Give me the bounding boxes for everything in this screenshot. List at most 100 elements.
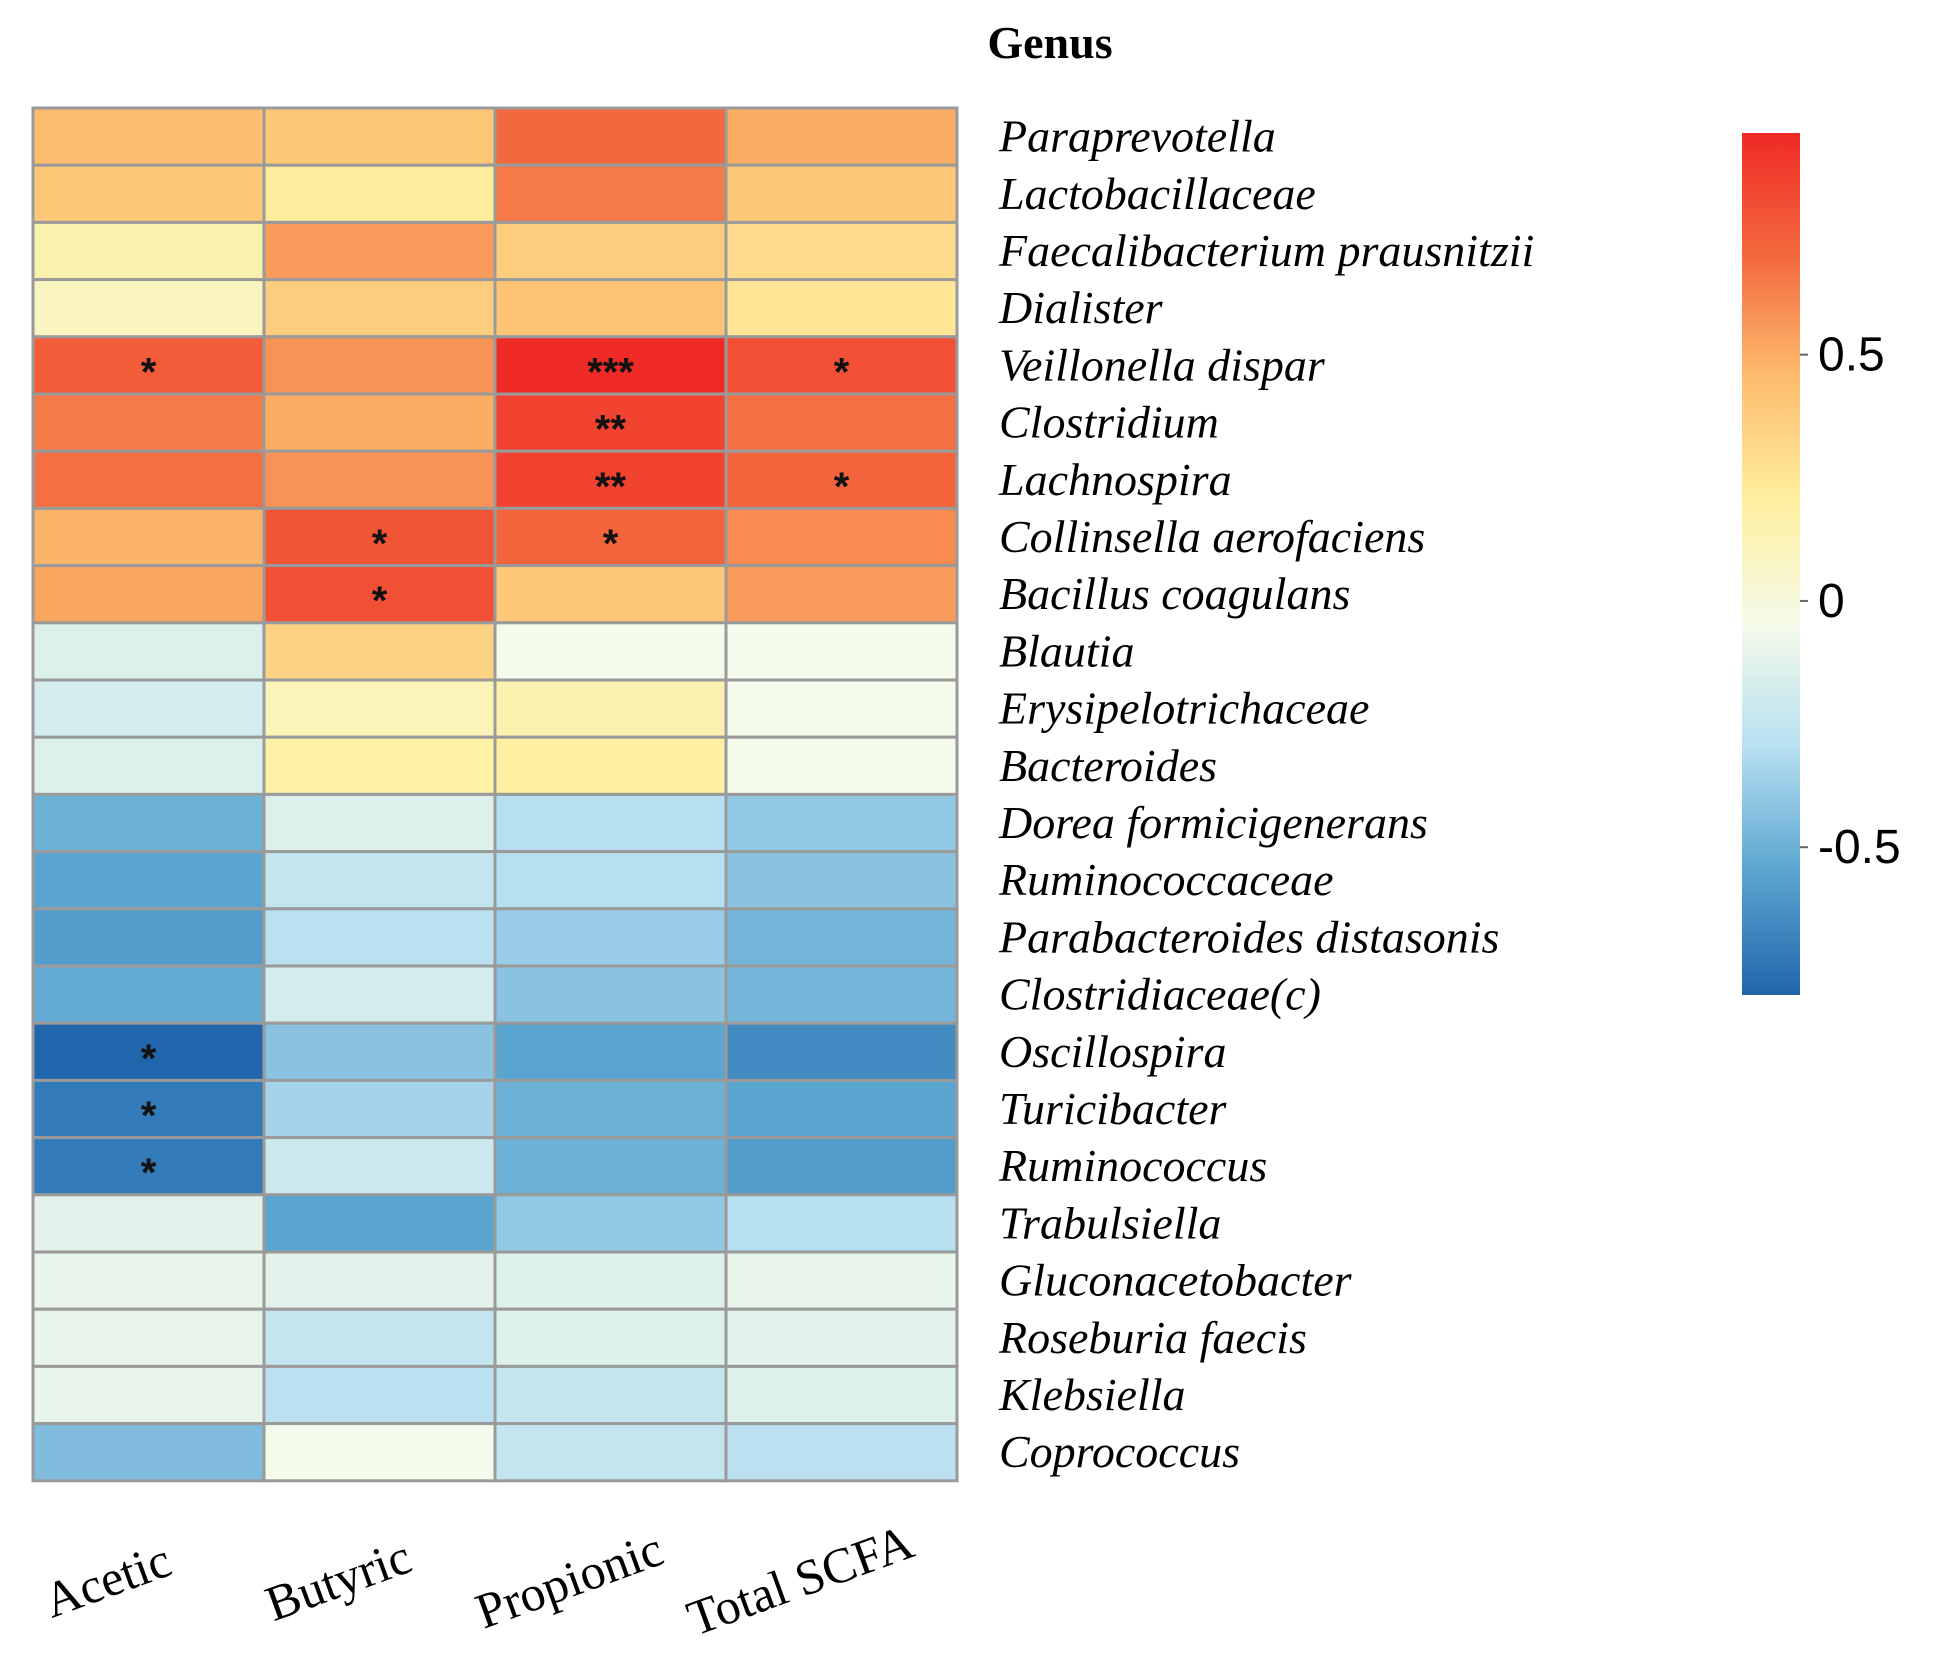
heatmap-cell: [31, 907, 266, 968]
heatmap-cell: [493, 335, 728, 396]
heatmap-cell: [493, 1250, 728, 1311]
heatmap-cell: [493, 1078, 728, 1140]
heatmap-cell: [262, 1364, 497, 1426]
heatmap-cell: [493, 850, 728, 911]
heatmap-cell: [31, 621, 266, 682]
heatmap-cell: [262, 1422, 497, 1483]
heatmap-cell: [493, 506, 728, 568]
heatmap-cell: [724, 449, 959, 510]
heatmap-cell: [493, 792, 728, 854]
heatmap-cell: [493, 678, 728, 739]
row-label: Oscillospira: [999, 1026, 1226, 1077]
heatmap-cell: [262, 1021, 497, 1082]
heatmap-cell: [262, 335, 497, 396]
colorbar-tick-label: -0.5: [1818, 821, 1901, 874]
heatmap-cell: [493, 1364, 728, 1426]
heatmap-cell: [262, 449, 497, 510]
heatmap-cell: [31, 850, 266, 911]
heatmap-cell: [493, 1021, 728, 1082]
row-labels: Paraprevotella Lactobacillaceae Faecalibac…: [998, 111, 1534, 1478]
column-label: Butyric: [258, 1528, 418, 1632]
heatmap-cell: [724, 850, 959, 911]
heatmap-cell: [262, 163, 497, 224]
column-label: Propionic: [468, 1520, 670, 1639]
heatmap-cell: [262, 850, 497, 911]
heatmap-cell: [724, 735, 959, 796]
row-label: Dorea formicigenerans: [998, 797, 1428, 848]
heatmap-cell: [31, 1250, 266, 1311]
heatmap-cell: [724, 564, 959, 625]
heatmap-cell: [493, 564, 728, 625]
row-label: Veillonella dispar: [999, 339, 1326, 390]
heatmap-cell: [31, 678, 266, 739]
heatmap-cell: [724, 278, 959, 339]
colorbar-tick-label: 0.5: [1818, 329, 1885, 382]
row-label: Blautia: [999, 625, 1134, 676]
heatmap-cell: [724, 1422, 959, 1483]
heatmap-cell: [724, 1021, 959, 1082]
heatmap-cell: [262, 278, 497, 339]
heatmap-cell: [724, 1078, 959, 1140]
significance-marker: *: [141, 1094, 157, 1138]
heatmap-cell: [493, 907, 728, 968]
heatmap-cell: [262, 621, 497, 682]
heatmap-cell: [262, 392, 497, 453]
row-label: Trabulsiella: [999, 1197, 1221, 1248]
heatmap-cell: [31, 1193, 266, 1254]
heatmap-cell: [493, 1422, 728, 1483]
heatmap-cell: [493, 1307, 728, 1368]
significance-marker: *: [372, 579, 388, 623]
heatmap-cell: [724, 1193, 959, 1254]
heatmap-cell: [724, 220, 959, 282]
significance-marker: **: [595, 408, 627, 452]
heatmap-cell: [724, 1364, 959, 1426]
heatmap-cell: [262, 1307, 497, 1368]
colorbar-legend: 0.5 0 -0.5: [1742, 133, 1901, 995]
heatmap-cell: [724, 1250, 959, 1311]
row-label: Dialister: [998, 282, 1164, 333]
row-label: Ruminococcaceae: [998, 854, 1334, 905]
heatmap-cell: [31, 792, 266, 854]
heatmap-cell: [262, 735, 497, 796]
heatmap-cell: [31, 163, 266, 224]
significance-marker: *: [834, 350, 850, 394]
significance-marker: *: [834, 465, 850, 509]
heatmap-cell: [724, 964, 959, 1025]
significance-marker: *: [603, 522, 619, 566]
colorbar-gradient: [1742, 133, 1800, 995]
row-label: Bacillus coagulans: [999, 568, 1350, 619]
heatmap-cell: [31, 564, 266, 625]
heatmap-cell: [724, 678, 959, 739]
heatmap-cell: [31, 1364, 266, 1426]
row-label: Lactobacillaceae: [998, 168, 1316, 219]
row-label: Coprococcus: [999, 1426, 1240, 1477]
row-label: Lachnospira: [998, 454, 1232, 505]
significance-marker: *: [372, 522, 388, 566]
heatmap-cell: [493, 621, 728, 682]
heatmap-cell: [724, 506, 959, 568]
heatmap-cell: [724, 792, 959, 854]
row-label: Faecalibacterium prausnitzii: [998, 225, 1534, 276]
heatmap-cell: [31, 1422, 266, 1483]
heatmap-cell: [31, 1021, 266, 1082]
row-label: Parabacteroides distasonis: [998, 911, 1499, 962]
heatmap-cell: [31, 449, 266, 510]
heatmap-cell: [724, 907, 959, 968]
significance-marker: *: [141, 1037, 157, 1081]
heatmap-cell: [31, 506, 266, 568]
heatmap-cell: [262, 220, 497, 282]
heatmap-cell: [493, 106, 728, 167]
heatmap-cell: [262, 907, 497, 968]
heatmap-cell: [493, 964, 728, 1025]
significance-markers: * *** ***** ** *****: [141, 350, 850, 1195]
column-labels: Acetic Butyric Propionic Total SCFA: [36, 1513, 920, 1646]
heatmap-cell: [724, 1307, 959, 1368]
heatmap-cell: [31, 1136, 266, 1197]
heatmap-cell: [724, 106, 959, 167]
significance-marker: **: [595, 465, 627, 509]
row-label: Bacteroides: [999, 740, 1217, 791]
heatmap-cell: [493, 220, 728, 282]
heatmap-cell: [31, 964, 266, 1025]
heatmap-cell: [31, 735, 266, 796]
